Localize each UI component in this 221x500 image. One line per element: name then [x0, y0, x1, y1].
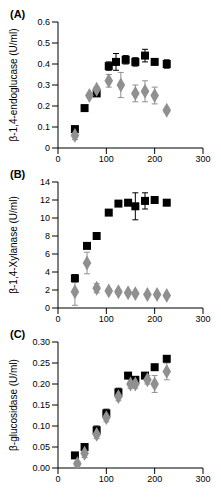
html-text:(C): (C) [10, 328, 26, 340]
svg-text:0.1: 0.1 [37, 122, 50, 132]
svg-text:0.2: 0.2 [37, 101, 50, 111]
svg-text:β-1,4-endoglucase (U/ml): β-1,4-endoglucase (U/ml) [8, 28, 19, 141]
svg-text:100: 100 [99, 314, 114, 324]
html-text:(A): (A) [10, 8, 26, 20]
svg-text:0.15: 0.15 [32, 400, 50, 410]
svg-text:0.20: 0.20 [32, 379, 50, 389]
svg-text:0: 0 [55, 314, 60, 324]
svg-text:0: 0 [55, 474, 60, 484]
svg-text:2: 2 [45, 285, 50, 295]
svg-text:8: 8 [45, 231, 50, 241]
svg-text:0.10: 0.10 [32, 421, 50, 431]
svg-text:6: 6 [45, 249, 50, 259]
svg-text:200: 200 [147, 154, 162, 164]
svg-text:100: 100 [99, 474, 114, 484]
svg-text:0.05: 0.05 [32, 442, 50, 452]
svg-text:0.4: 0.4 [37, 59, 50, 69]
svg-text:4: 4 [45, 267, 50, 277]
svg-text:0: 0 [45, 303, 50, 313]
svg-text:100: 100 [99, 154, 114, 164]
svg-text:β-glucosidase (U/ml): β-glucosidase (U/ml) [8, 359, 19, 451]
svg-text:300: 300 [195, 154, 210, 164]
svg-text:14: 14 [40, 177, 50, 187]
svg-text:0.5: 0.5 [37, 38, 50, 48]
svg-text:0: 0 [55, 154, 60, 164]
svg-text:0.3: 0.3 [37, 80, 50, 90]
svg-text:0.00: 0.00 [32, 463, 50, 473]
svg-text:0: 0 [45, 143, 50, 153]
svg-text:200: 200 [147, 314, 162, 324]
svg-text:0.6: 0.6 [37, 17, 50, 27]
svg-text:200: 200 [147, 474, 162, 484]
svg-text:0.30: 0.30 [32, 337, 50, 347]
svg-text:10: 10 [40, 213, 50, 223]
svg-text:β-1,4-Xylanase (U/ml): β-1,4-Xylanase (U/ml) [8, 196, 19, 293]
svg-text:0.25: 0.25 [32, 358, 50, 368]
svg-text:12: 12 [40, 195, 50, 205]
html-text:(B): (B) [10, 168, 26, 180]
svg-text:300: 300 [195, 474, 210, 484]
svg-text:300: 300 [195, 314, 210, 324]
